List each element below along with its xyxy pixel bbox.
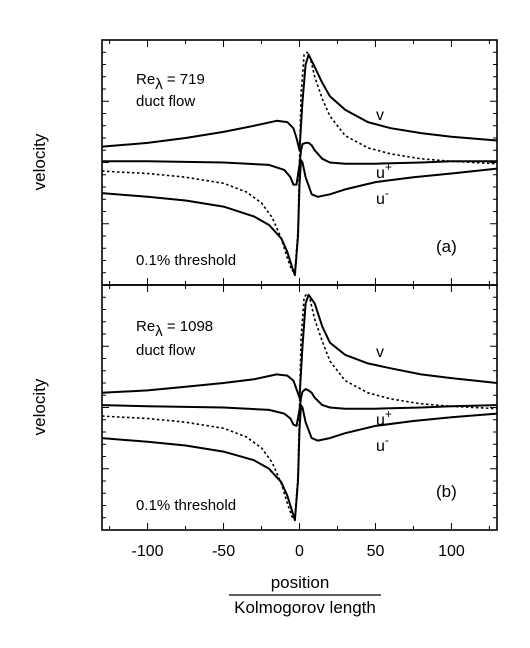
panel-a-flow-label: duct flow [136,93,195,110]
panel-a-v-label: v [376,107,384,124]
panel-a-ticks [102,39,497,286]
panel-a-uminus-sign: - [385,186,389,200]
panel-a-uplus-u: u [376,165,385,182]
panel-b-re-sub: λ [155,323,163,340]
x-axis-label-numerator: position [271,573,330,592]
panel-a-threshold-label: 0.1% threshold [136,252,236,269]
x-tick-label: -100 [132,543,164,560]
x-tick-label: 50 [367,543,385,560]
panel-b-reynolds-label: Reλ = 1098 [136,318,213,340]
panel-a: velocity Reλ = 719 duct flow 0.1% thresh… [30,39,498,286]
panel-b-threshold-label: 0.1% threshold [136,497,236,514]
panel-b: velocity Reλ = 1098 duct flow 0.1% thres… [30,284,498,531]
x-tick-label: 0 [295,543,304,560]
panel-a-reynolds-label: Reλ = 719 [136,71,205,93]
series-v-curve [101,293,498,399]
panel-b-uplus-label: u+ [376,407,392,429]
series-v-curve [101,53,498,152]
panel-a-uminus-label: u- [376,186,389,208]
panel-b-re-value: = 1098 [163,318,213,335]
panel-a-uplus-sign: + [385,160,392,174]
panel-a-re-prefix: Re [136,71,155,88]
panel-b-uplus-u: u [376,412,385,429]
x-tick-label: 100 [438,543,465,560]
panel-a-series [101,51,498,277]
panel-b-tag: (b) [436,482,457,501]
series-u-plus-curve [101,388,498,427]
panel-b-v-label: v [376,344,384,361]
panel-a-re-value: = 719 [163,71,205,88]
panel-b-uminus-label: u- [376,433,389,455]
panel-b-re-prefix: Re [136,318,155,335]
panel-a-uminus-u: u [376,191,385,208]
panel-a-ylabel: velocity [30,133,49,190]
panel-a-re-sub: λ [155,76,163,93]
x-tick-label: -50 [212,543,235,560]
series-u-plus-curve [102,141,497,186]
panel-b-uminus-sign: - [385,433,389,447]
panel-a-tag: (a) [436,237,457,256]
series-dotted-curve [101,292,498,521]
panel-b-uminus-u: u [376,438,385,455]
panel-b-ylabel: velocity [30,378,49,435]
panel-b-flow-label: duct flow [136,342,195,359]
series-dotted-curve [101,51,498,274]
x-tick-labels: -100 -50 0 50 100 [132,543,465,560]
panel-b-ticks [102,284,497,531]
panel-b-uplus-sign: + [385,407,392,421]
panel-b-series [101,292,498,522]
x-axis-label-denominator: Kolmogorov length [234,598,376,617]
panel-a-uplus-label: u+ [376,160,392,182]
